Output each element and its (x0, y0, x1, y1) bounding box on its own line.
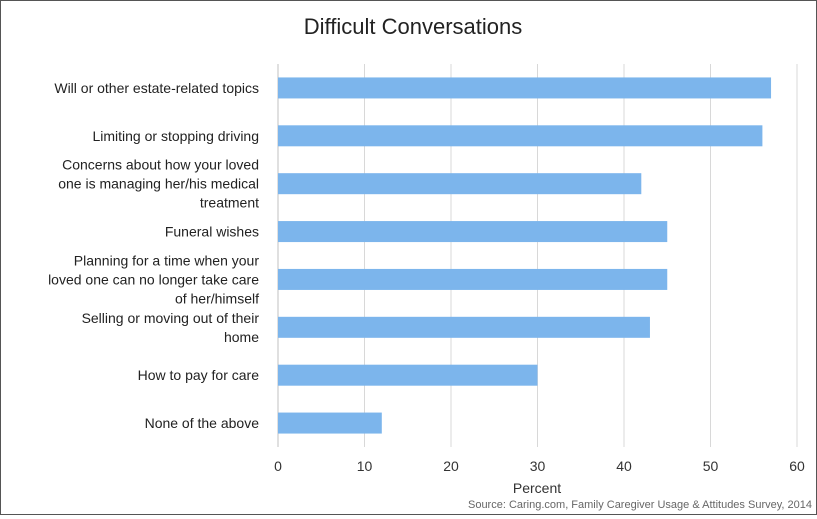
category-label: None of the above (145, 415, 260, 431)
category-labels: Will or other estate-related topics Limit… (48, 80, 259, 431)
category-label: Selling or moving out of their (82, 310, 260, 326)
bar[interactable] (278, 173, 642, 195)
category-label: Concerns about how your loved (62, 157, 259, 173)
x-tick-label: 60 (789, 458, 805, 474)
bar[interactable] (278, 77, 772, 99)
x-tick-labels: 0 10 20 30 40 50 60 (274, 458, 805, 474)
bar[interactable] (278, 125, 763, 147)
source-note: Source: Caring.com, Family Caregiver Usa… (468, 499, 812, 511)
x-tick-label: 0 (274, 458, 282, 474)
category-label: How to pay for care (138, 367, 260, 383)
bars (278, 77, 772, 434)
bar[interactable] (278, 221, 668, 243)
bar[interactable] (278, 412, 382, 434)
category-label: Will or other estate-related topics (54, 80, 259, 96)
category-label: Limiting or stopping driving (92, 128, 259, 144)
bar[interactable] (278, 268, 668, 290)
category-label: of her/himself (175, 290, 259, 306)
x-axis-title: Percent (513, 480, 561, 496)
grid-lines (277, 64, 798, 447)
category-label: one is managing her/his medical (58, 176, 259, 192)
chart-title: Difficult Conversations (304, 14, 522, 39)
category-label: loved one can no longer take care (48, 271, 259, 287)
category-label: home (224, 329, 259, 345)
bar[interactable] (278, 364, 538, 386)
x-tick-label: 10 (357, 458, 373, 474)
x-tick-label: 30 (530, 458, 546, 474)
bar[interactable] (278, 316, 650, 338)
x-tick-label: 20 (443, 458, 459, 474)
category-label: Funeral wishes (165, 224, 259, 240)
x-tick-label: 50 (703, 458, 719, 474)
category-label: Planning for a time when your (74, 252, 260, 268)
x-tick-label: 40 (616, 458, 632, 474)
category-label: treatment (200, 195, 259, 211)
